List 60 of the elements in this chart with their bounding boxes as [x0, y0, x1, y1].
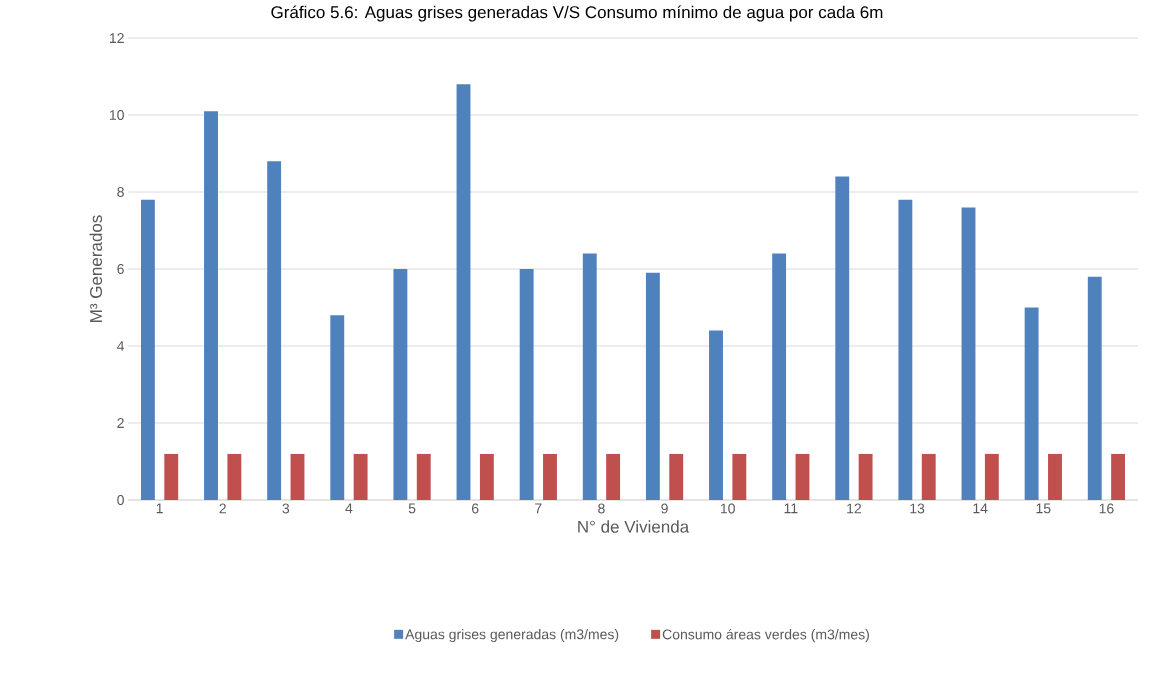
x-tick-label: 4	[345, 503, 353, 514]
bar	[795, 453, 810, 500]
x-tick-label: 6	[472, 503, 479, 514]
bar	[543, 453, 557, 500]
x-axis-title: N° de Vivienda	[578, 520, 690, 533]
bar	[1024, 307, 1039, 500]
x-tick-label: 3	[282, 503, 290, 514]
y-tick-label: 6	[117, 264, 124, 274]
bar	[772, 253, 787, 500]
bar	[519, 268, 534, 500]
bar	[267, 161, 282, 500]
bar	[732, 453, 747, 500]
y-axis-title: M³ Generados	[89, 215, 103, 322]
bar	[416, 453, 431, 500]
bar	[290, 453, 305, 500]
x-tick-label: 11	[784, 503, 798, 514]
bar	[669, 453, 684, 500]
y-tick-label: 2	[117, 418, 124, 428]
bar	[984, 453, 999, 500]
bar	[227, 453, 242, 500]
bar	[858, 453, 873, 500]
bar	[921, 453, 936, 500]
x-tick-label: 10	[720, 503, 735, 514]
bar	[582, 253, 597, 500]
bar	[140, 199, 155, 500]
legend-label: Consumo áreas verdes (m3/mes)	[662, 628, 869, 643]
x-tick-label: 12	[847, 503, 862, 514]
x-tick-label: 1	[156, 503, 163, 514]
x-tick-label: 9	[661, 503, 668, 514]
x-tick-label: 5	[408, 503, 416, 514]
bar	[1048, 453, 1062, 500]
y-tick-label: 8	[117, 187, 124, 197]
bar	[645, 272, 660, 500]
bar	[353, 453, 368, 500]
x-tick-label: 15	[1036, 503, 1051, 514]
bar	[393, 268, 408, 500]
y-tick-label: 4	[117, 341, 125, 351]
legend-label: Aguas grises generadas (m3/mes)	[405, 629, 619, 643]
x-tick-label: 13	[910, 503, 925, 514]
y-tick-label: 0	[117, 495, 124, 505]
bar	[835, 176, 850, 500]
y-tick-label: 12	[109, 33, 124, 43]
bar	[164, 453, 179, 500]
bar	[479, 453, 494, 500]
y-tick-label: 10	[109, 110, 124, 120]
bar	[961, 207, 976, 500]
x-tick-label: 2	[219, 503, 226, 514]
x-tick-label: 7	[535, 503, 542, 514]
x-tick-label: 8	[598, 503, 605, 514]
bar	[1111, 453, 1126, 500]
x-tick-label: 14	[973, 503, 988, 514]
x-tick-label: 16	[1099, 503, 1114, 514]
bar	[1087, 276, 1102, 500]
bar	[606, 453, 621, 500]
bar	[204, 111, 218, 500]
bar	[898, 199, 913, 500]
bar	[456, 84, 471, 500]
chart-title: Gráfico 5.6: Aguas grises generadas V/S Consumo mínimo de agua por cada 6m	[271, 5, 883, 22]
bar	[709, 330, 723, 500]
bar	[330, 315, 345, 500]
